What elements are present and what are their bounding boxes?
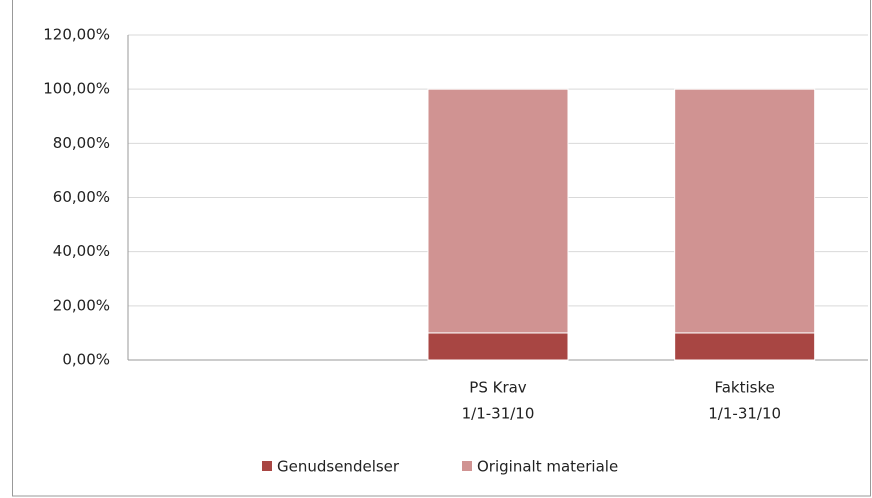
y-tick-label: 60,00% — [53, 188, 110, 206]
legend-swatch — [262, 461, 272, 471]
y-tick-label: 120,00% — [43, 26, 110, 44]
bar-segment — [674, 88, 816, 334]
y-tick-label: 0,00% — [62, 351, 110, 369]
x-tick-label: PS Krav — [469, 379, 527, 397]
y-tick-label: 80,00% — [53, 134, 110, 152]
bar-segment — [674, 332, 816, 361]
bar-segment — [427, 332, 569, 361]
y-tick-label: 100,00% — [43, 80, 110, 98]
x-tick-label: 1/1-31/10 — [708, 405, 781, 423]
x-tick-label: Faktiske — [714, 379, 774, 397]
bar-segment — [427, 88, 569, 334]
y-tick-label: 40,00% — [53, 242, 110, 260]
legend-label: Genudsendelser — [277, 458, 400, 476]
legend-label: Originalt materiale — [477, 458, 618, 476]
legend-swatch — [462, 461, 472, 471]
x-tick-label: 1/1-31/10 — [462, 405, 535, 423]
y-tick-label: 20,00% — [53, 296, 110, 314]
